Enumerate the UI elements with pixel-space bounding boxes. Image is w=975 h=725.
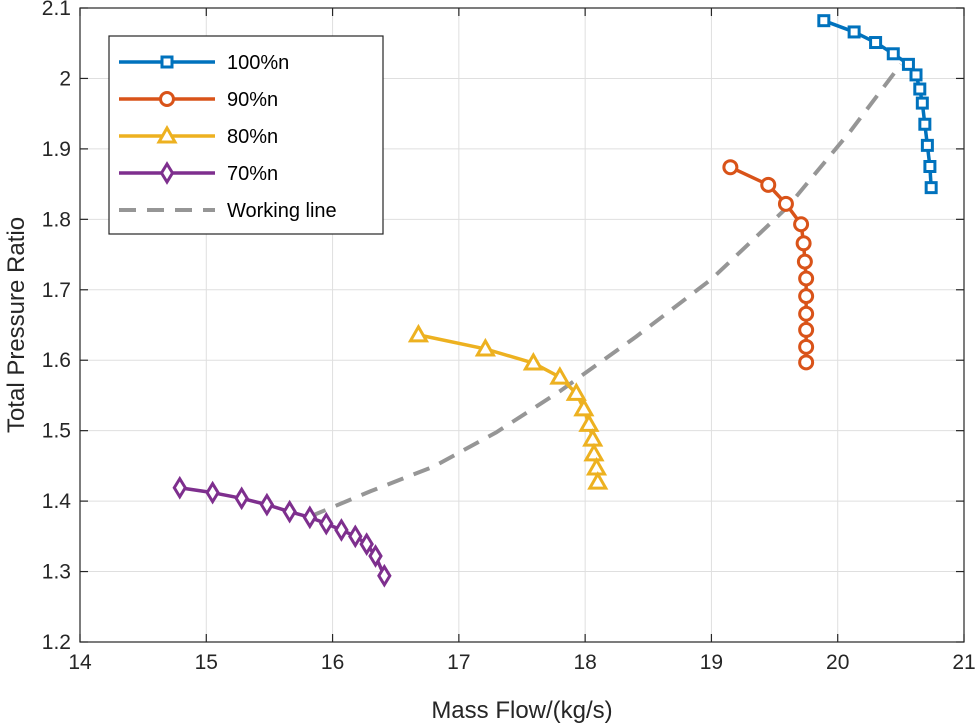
diamond-marker (377, 563, 392, 588)
diamond-marker (282, 499, 297, 524)
triangle-marker (565, 382, 587, 401)
diamond-marker (234, 486, 249, 511)
triangle-marker (549, 366, 571, 385)
legend-label: 90%n (227, 89, 278, 111)
legend-label: 70%n (227, 163, 278, 185)
circle-marker (798, 270, 815, 287)
series-70-n (172, 475, 392, 588)
circle-marker (798, 321, 815, 338)
legend-item: 100%n (119, 52, 289, 74)
y-tick-label: 1.3 (42, 561, 71, 584)
x-axis-label: Mass Flow/(kg/s) (431, 697, 612, 724)
series-working-line (309, 63, 903, 519)
diamond-marker (348, 524, 363, 549)
y-tick-label: 1.5 (42, 420, 71, 443)
circle-marker (795, 235, 812, 252)
legend-label: 80%n (227, 126, 278, 148)
x-tick-label: 16 (321, 651, 344, 674)
x-tick-label: 19 (700, 651, 723, 674)
diamond-marker (159, 161, 175, 185)
circle-marker (798, 338, 815, 355)
diamond-marker (318, 511, 334, 536)
diamond-marker (359, 532, 374, 556)
square-marker (918, 117, 932, 131)
circle-marker (793, 216, 810, 233)
circle-marker (798, 288, 815, 305)
circle-marker (796, 253, 813, 270)
x-tick-label: 15 (195, 651, 218, 674)
y-tick-label: 1.9 (42, 138, 71, 161)
x-tick-label: 17 (447, 651, 470, 674)
x-tick-label: 21 (952, 651, 975, 674)
diamond-marker (172, 475, 188, 500)
circle-marker (798, 305, 815, 322)
y-axis-label: Total Pressure Ratio (3, 217, 30, 433)
y-tick-label: 1.8 (42, 208, 71, 231)
legend: 100%n 90%n 80%n 70%n Working line (108, 35, 384, 235)
square-marker (886, 47, 900, 61)
square-marker (913, 82, 927, 96)
axis-ticks: 14 15 16 17 18 19 20 21 1.2 1.3 1.4 1.5 1.6 1.7 1.8 1.9… (42, 0, 975, 674)
series-80-n (407, 323, 609, 490)
triangle-marker (474, 337, 496, 357)
y-tick-label: 1.7 (42, 279, 71, 302)
circle-marker (722, 159, 739, 176)
legend-label: 100%n (227, 52, 289, 74)
y-tick-label: 1.2 (42, 631, 71, 654)
legend-item: 70%n (119, 161, 278, 185)
triangle-marker (522, 352, 544, 371)
x-tick-label: 20 (826, 651, 849, 674)
square-marker (909, 68, 923, 82)
x-tick-label: 14 (68, 651, 92, 674)
diamond-marker (302, 505, 318, 530)
diamond-marker (205, 480, 220, 505)
diamond-marker (334, 518, 349, 542)
square-marker (847, 25, 861, 39)
series-line (309, 63, 903, 519)
triangle-marker (583, 442, 605, 462)
diamond-marker (259, 492, 275, 517)
triangle-marker (573, 397, 595, 417)
plot-series (172, 14, 938, 588)
square-marker (924, 181, 938, 195)
triangle-marker (407, 323, 430, 343)
legend-item: 80%n (119, 124, 278, 148)
legend-label: Working line (227, 200, 337, 222)
circle-marker (159, 91, 175, 107)
triangle-marker (587, 471, 609, 490)
triangle-marker (156, 124, 178, 144)
plot-frame (79, 7, 965, 643)
y-tick-label: 2.1 (42, 0, 71, 20)
square-marker (923, 160, 937, 173)
square-marker (901, 57, 915, 71)
y-tick-label: 2 (59, 67, 71, 90)
circle-marker (798, 354, 815, 371)
circle-marker (777, 195, 794, 212)
y-tick-label: 1.4 (42, 490, 72, 513)
x-tick-label: 18 (573, 651, 596, 674)
legend-item: Working line (119, 200, 337, 222)
series-90-n (722, 159, 815, 371)
square-marker (817, 14, 831, 28)
square-marker (920, 138, 934, 152)
square-marker (160, 55, 174, 69)
square-marker (869, 36, 883, 50)
diamond-marker (368, 544, 383, 568)
y-tick-label: 1.6 (42, 349, 71, 372)
triangle-marker (578, 413, 600, 432)
square-marker (915, 96, 929, 110)
legend-item: 90%n (119, 89, 278, 111)
circle-marker (760, 176, 777, 193)
series-100-n (817, 14, 938, 195)
